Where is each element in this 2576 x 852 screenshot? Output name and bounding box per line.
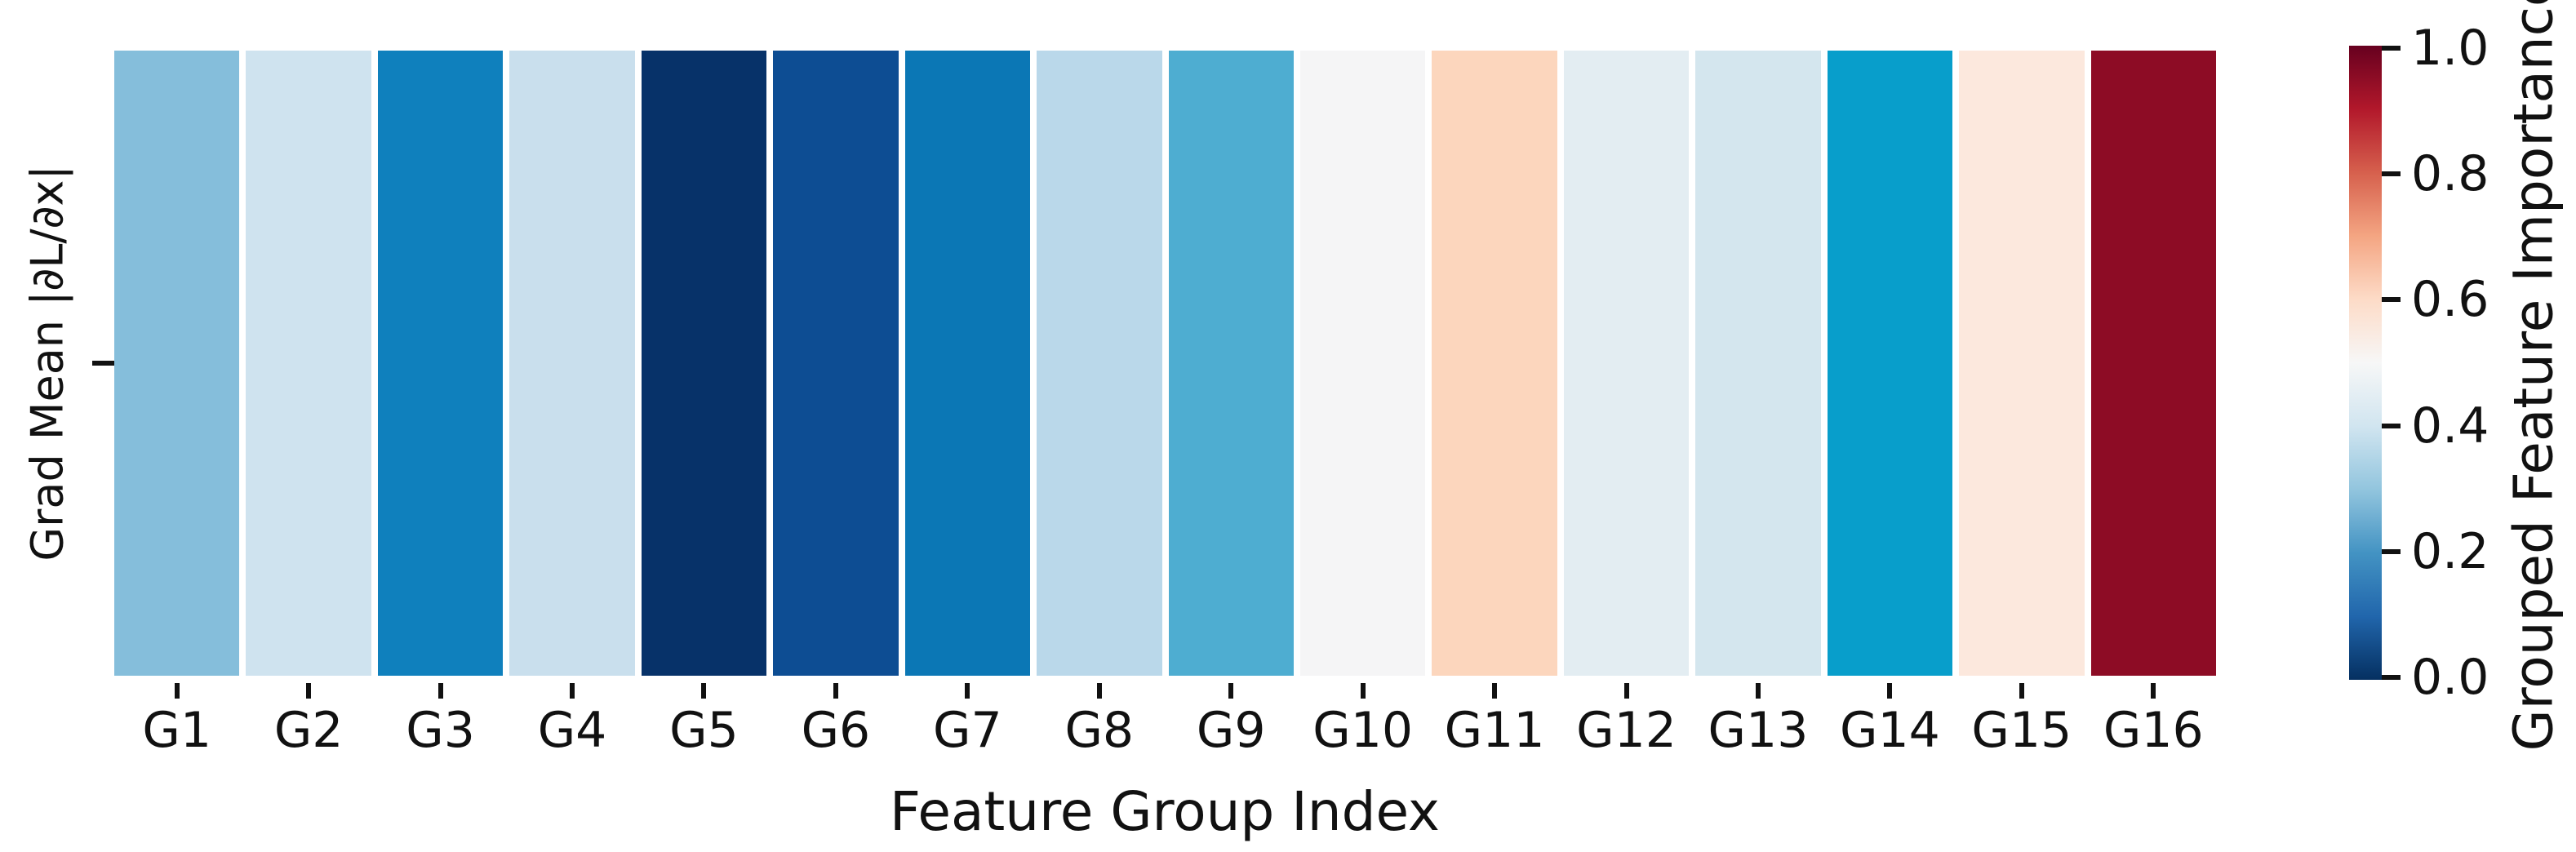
x-tick-label: G5 (669, 702, 739, 759)
colorbar-tick-label: 1.0 (2411, 20, 2489, 77)
x-tick (306, 683, 312, 699)
x-tick-label: G4 (537, 702, 607, 759)
x-tick-label: G11 (1444, 702, 1545, 759)
heatmap-cell (114, 51, 240, 676)
colorbar-tick-label: 0.4 (2411, 397, 2489, 455)
heatmap-column-g8: G8 (1037, 51, 1162, 759)
heatmap-cell (2090, 51, 2216, 676)
x-tick (2019, 683, 2024, 699)
colorbar-tick-label: 0.8 (2411, 145, 2489, 203)
y-axis-label: Grad Mean |∂L/∂x| (21, 165, 73, 561)
colorbar-tick (2382, 423, 2401, 428)
x-tick (965, 683, 970, 699)
x-tick (1755, 683, 1761, 699)
x-tick-label: G2 (273, 702, 344, 759)
heatmap-column-g13: G13 (1695, 51, 1821, 759)
heatmap-column-g10: G10 (1299, 51, 1426, 759)
x-tick-label: G9 (1196, 702, 1266, 759)
colorbar (2349, 46, 2382, 680)
x-tick (1360, 683, 1366, 699)
colorbar-tick-label: 0.0 (2411, 649, 2489, 706)
x-tick-label: G10 (1312, 702, 1414, 759)
x-tick-label: G1 (142, 702, 212, 759)
heatmap-column-g7: G7 (904, 51, 1031, 759)
heatmap-column-g16: G16 (2090, 51, 2216, 759)
heatmap-column-g6: G6 (773, 51, 899, 759)
colorbar-tick (2382, 548, 2401, 554)
heatmap-cell (1827, 51, 1953, 676)
x-tick (1228, 683, 1234, 699)
heatmap-cell (1563, 51, 1690, 676)
x-tick-label: G16 (2103, 702, 2204, 759)
heatmap-cell (1959, 51, 2085, 676)
x-tick (2151, 683, 2156, 699)
heatmap-column-g9: G9 (1168, 51, 1294, 759)
x-tick-label: G13 (1708, 702, 1809, 759)
heatmap-column-g5: G5 (641, 51, 767, 759)
heatmap-cell (1168, 51, 1294, 676)
heatmap-column-g1: G1 (114, 51, 240, 759)
x-tick (1887, 683, 1893, 699)
heatmap-column-g14: G14 (1827, 51, 1953, 759)
colorbar-tick (2382, 297, 2401, 303)
heatmap-cell (1695, 51, 1821, 676)
colorbar-tick-label: 0.2 (2411, 522, 2489, 580)
x-tick-label: G12 (1576, 702, 1677, 759)
heatmap-column-g3: G3 (377, 51, 504, 759)
heatmap-column-g15: G15 (1959, 51, 2085, 759)
colorbar-tick (2382, 46, 2401, 51)
heatmap-column-g11: G11 (1432, 51, 1557, 757)
heatmap-cell (1299, 51, 1426, 676)
x-tick (570, 683, 575, 699)
x-tick-label: G8 (1064, 702, 1135, 759)
x-tick-label: G7 (933, 702, 1002, 759)
heatmap-cell (1037, 51, 1162, 676)
x-tick-label: G14 (1839, 702, 1940, 759)
heatmap-cell (641, 51, 767, 676)
colorbar-tick (2382, 171, 2401, 177)
colorbar-tick-label: 0.6 (2411, 271, 2489, 329)
heatmap-cell (509, 51, 635, 676)
heatmap-column-g2: G2 (246, 51, 371, 757)
x-tick (1492, 683, 1498, 699)
x-tick (833, 683, 838, 699)
heatmap-cell (246, 51, 371, 676)
x-tick (1623, 683, 1629, 699)
heatmap-cell (377, 51, 504, 676)
x-tick (701, 683, 707, 699)
x-tick-label: G3 (406, 702, 475, 759)
heatmap-cell (773, 51, 899, 676)
x-axis-label: Feature Group Index (890, 780, 1440, 843)
x-tick-label: G6 (801, 702, 871, 759)
heatmap-grid: G1 G2 G3 G4 G5 G6 G7 G8 G9 G10 G11 G12 G13 G14 G15 G16 (114, 51, 2216, 757)
colorbar-tick (2382, 675, 2401, 680)
x-tick (1096, 683, 1102, 699)
colorbar-label: Grouped Feature Importance (2502, 0, 2565, 752)
x-tick (437, 683, 443, 699)
y-axis-tick (92, 361, 114, 366)
heatmap-cell (1432, 51, 1557, 676)
heatmap-cell (904, 51, 1031, 676)
heatmap-column-g4: G4 (509, 51, 635, 759)
x-tick-label: G15 (1971, 702, 2072, 759)
heatmap-column-g12: G12 (1563, 51, 1690, 759)
x-tick (174, 683, 180, 699)
